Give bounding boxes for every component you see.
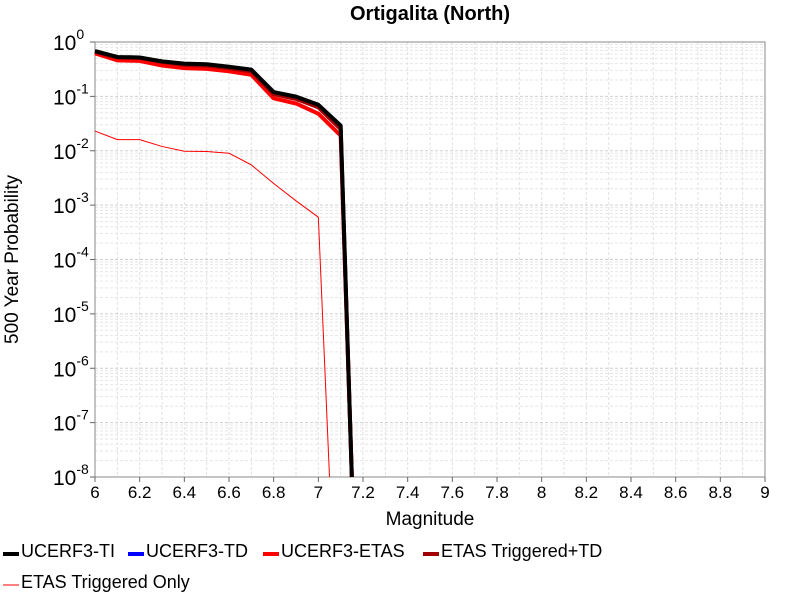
series-line-4	[94, 49, 354, 478]
legend-label-2: UCERF3-TD	[146, 541, 248, 561]
legend-label-3: UCERF3-ETAS	[281, 541, 405, 561]
x-tick-label: 6.2	[128, 483, 152, 502]
y-axis-label: 500 Year Probability	[2, 174, 23, 344]
x-tick-label: 6.8	[262, 483, 286, 502]
x-tick-label: 9	[760, 483, 769, 502]
x-tick-label: 7.4	[396, 483, 420, 502]
y-tick-label: 100	[53, 26, 84, 55]
legend-label-4: ETAS Triggered+TD	[441, 541, 602, 561]
series-line-3	[94, 51, 354, 478]
x-tick-label: 8.2	[575, 483, 599, 502]
x-tick-label: 8.8	[709, 483, 733, 502]
grid	[94, 42, 766, 478]
y-tick-label: 10-8	[53, 461, 89, 490]
x-tick-label: 6	[90, 483, 99, 502]
y-tick-label: 10-1	[53, 80, 89, 109]
series-line-1	[94, 49, 354, 478]
x-tick-label: 8.6	[664, 483, 688, 502]
x-tick-label: 8.4	[619, 483, 643, 502]
y-tick-label: 10-4	[53, 244, 89, 273]
x-tick-label: 7.6	[441, 483, 465, 502]
x-tick-label: 6.6	[217, 483, 241, 502]
series-line-2	[94, 50, 354, 478]
x-tick-label: 6.4	[173, 483, 197, 502]
series-line-5	[94, 130, 330, 478]
x-axis-label: Magnitude	[386, 509, 475, 530]
x-tick-label: 7	[314, 483, 323, 502]
y-tick-label: 10-7	[53, 407, 89, 436]
y-tick-label: 10-6	[53, 352, 89, 381]
x-ticks: 6 6.2 6.4 6.6 6.8 7 7.2 7.4 7.6 7.8 8 8.2 8.4 8.6 8.8 9	[90, 477, 770, 502]
legend-label-5: ETAS Triggered Only	[21, 572, 190, 592]
chart-title: Ortigalita (North)	[350, 3, 510, 25]
x-tick-label: 8	[537, 483, 546, 502]
x-tick-label: 7.2	[351, 483, 375, 502]
y-tick-label: 10-2	[53, 135, 89, 164]
legend: UCERF3-TI UCERF3-TD UCERF3-ETAS ETAS Trigge…	[3, 541, 602, 592]
y-tick-label: 10-3	[53, 189, 89, 218]
series-layer	[94, 49, 354, 478]
y-tick-label: 10-5	[53, 298, 89, 327]
y-ticks: 100 10-1 10-2 10-3 10-4 10-5 10-6 10-7 10-8	[53, 26, 95, 490]
legend-label-1: UCERF3-TI	[21, 541, 115, 561]
x-tick-label: 7.8	[485, 483, 509, 502]
